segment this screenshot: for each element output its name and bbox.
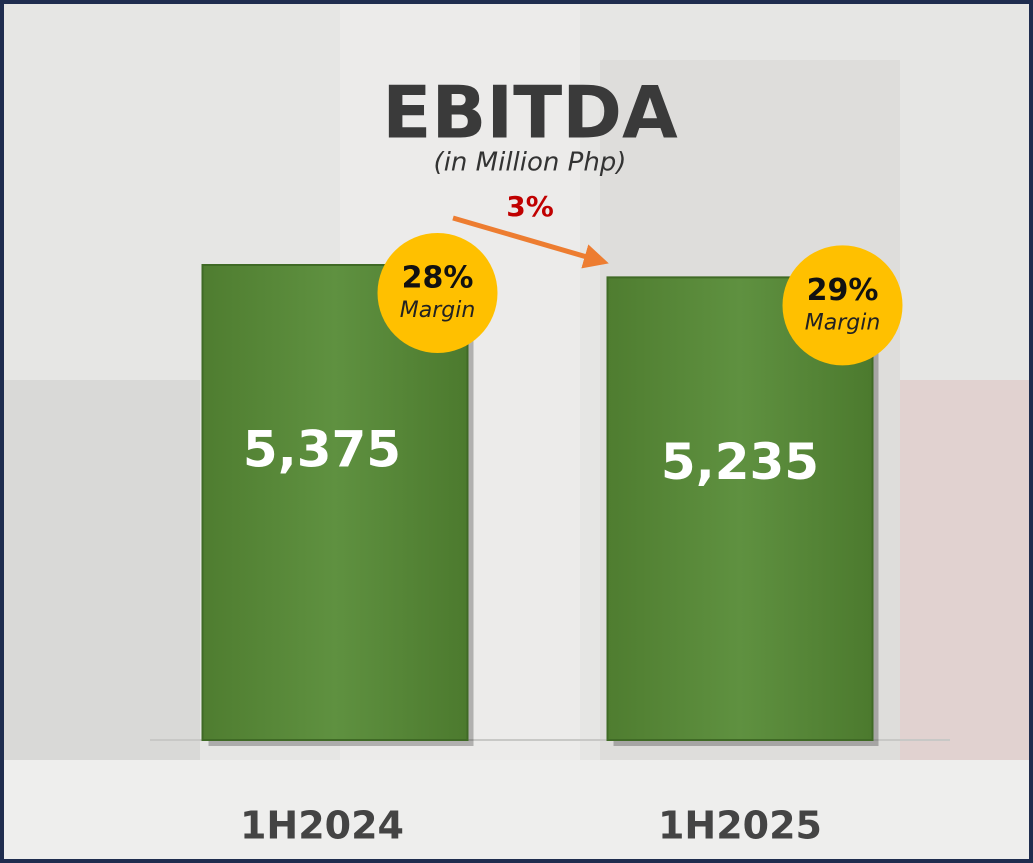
margin-value: 28% — [402, 261, 474, 296]
chart-title: EBITDA — [382, 71, 678, 155]
value-label: 5,375 — [243, 421, 401, 479]
margin-badge — [377, 233, 498, 353]
margin-label: Margin — [400, 298, 476, 323]
x-tick-label: 1H2024 — [240, 804, 404, 848]
margin-value: 29% — [807, 273, 879, 308]
margin-label: Margin — [805, 310, 881, 335]
change-arrow — [452, 215, 609, 269]
margin-badge — [782, 245, 903, 366]
chart-subtitle: (in Million Php) — [434, 148, 627, 178]
change-label: 3% — [506, 190, 554, 223]
x-tick-label: 1H2025 — [658, 804, 822, 848]
value-label: 5,235 — [661, 433, 819, 491]
